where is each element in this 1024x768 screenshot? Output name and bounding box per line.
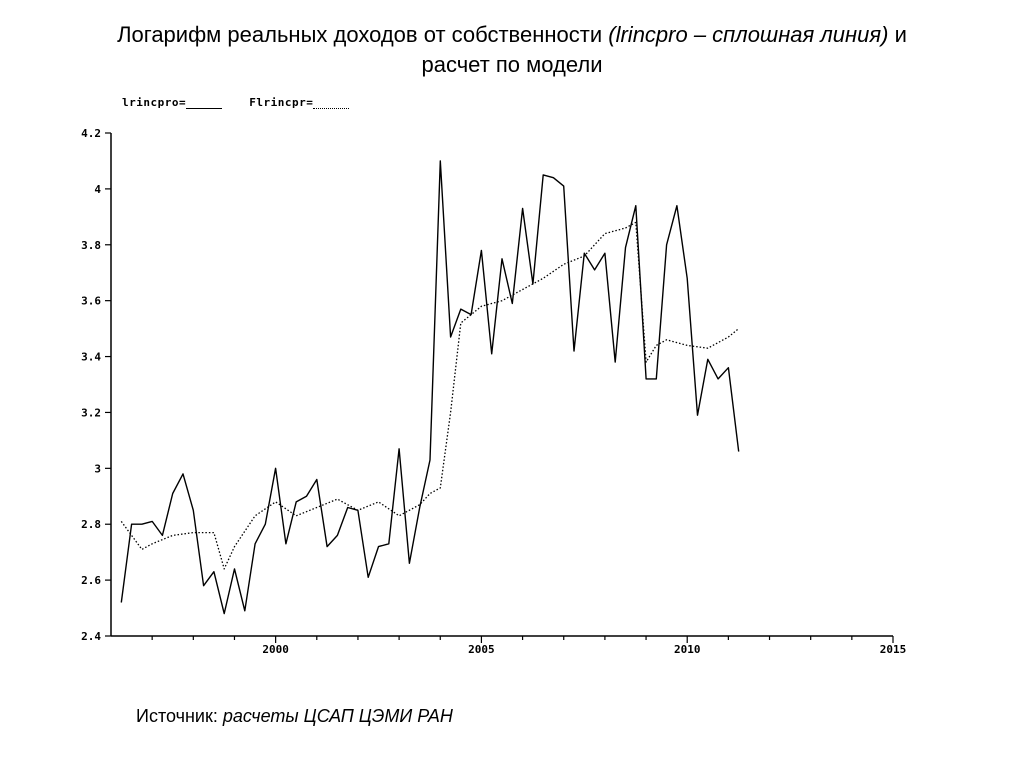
y-tick-label: 2.6 [81, 574, 101, 587]
x-tick-label: 2000 [262, 643, 289, 656]
source-value: расчеты ЦСАП ЦЭМИ РАН [222, 706, 453, 726]
series-line-flrincpr [120, 221, 740, 570]
y-tick-label: 2.4 [81, 630, 101, 643]
legend-swatch-solid [186, 98, 223, 109]
title-italic: (lrincpro – сплошная линия) [608, 22, 889, 47]
y-tick-label: 4 [94, 183, 101, 196]
legend-label-lrincpro: lrincpro= [122, 96, 187, 109]
source-note: Источник: расчеты ЦСАП ЦЭМИ РАН [136, 706, 453, 727]
x-tick-label: 2015 [880, 643, 907, 656]
legend-label-flrincpr: Flrincpr= [249, 96, 314, 109]
chart-axes: 2.4 2.6 2.8 3 3.2 3.4 3.6 3.8 4 4.2 2000 2005 2010 20… [81, 127, 906, 656]
title-and: и [894, 22, 907, 47]
chart-title: Логарифм реальных доходов от собственнос… [0, 20, 1024, 80]
y-tick-label: 3.6 [81, 295, 101, 308]
title-main: Логарифм реальных доходов от собственнос… [117, 22, 603, 47]
y-tick-label: 3.2 [81, 406, 101, 419]
chart-legend: lrincpro= Flrincpr= [122, 96, 369, 109]
source-label: Источник: [136, 706, 218, 726]
y-tick-label: 3.8 [81, 239, 101, 252]
x-tick-label: 2010 [674, 643, 701, 656]
y-tick-label: 2.8 [81, 518, 101, 531]
y-tick-label: 3.4 [81, 351, 101, 364]
y-tick-label: 4.2 [81, 127, 101, 140]
chart-series [120, 160, 740, 615]
series-line-lrincpro [120, 160, 740, 615]
legend-swatch-dotted [313, 98, 350, 109]
y-tick-label: 3 [94, 462, 101, 475]
x-tick-label: 2005 [468, 643, 495, 656]
title-line2: расчет по модели [421, 52, 603, 77]
